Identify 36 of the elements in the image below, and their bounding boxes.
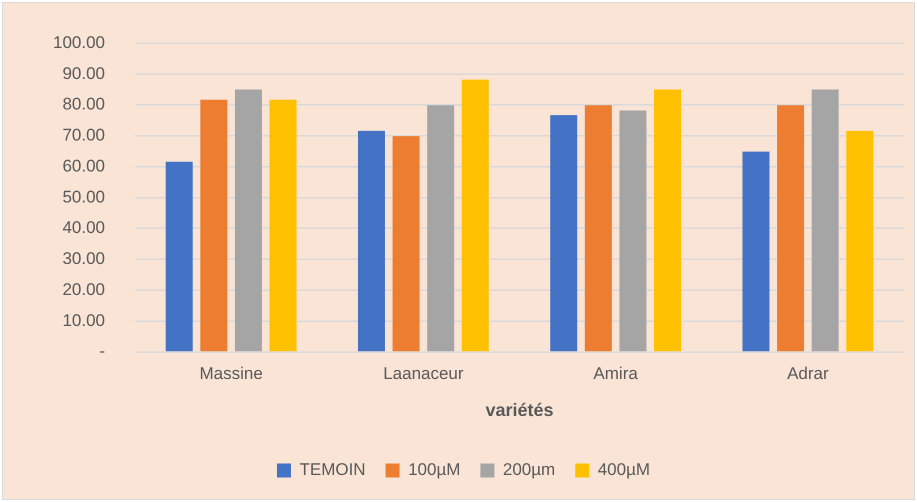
bar <box>200 100 228 352</box>
bar <box>654 90 682 352</box>
y-tick-label: 90.00 <box>62 64 105 83</box>
y-tick-label: 20.00 <box>62 280 105 299</box>
x-axis-title: variétés <box>485 400 554 420</box>
bar <box>812 90 839 352</box>
y-tick-label: 30.00 <box>62 249 105 268</box>
legend-label: TEMOIN <box>299 460 366 480</box>
bar <box>270 100 297 352</box>
bar <box>427 105 454 352</box>
bar <box>846 130 874 352</box>
x-tick-label: Amira <box>593 364 638 383</box>
bar <box>742 152 770 352</box>
bar <box>392 136 420 352</box>
y-tick-label: 50.00 <box>62 187 105 206</box>
y-tick-label: 80.00 <box>62 94 105 114</box>
y-tick-label: 10.00 <box>62 310 105 330</box>
bar <box>584 105 612 352</box>
y-tick-label: 70.00 <box>62 126 105 145</box>
bar <box>358 130 385 352</box>
x-tick-label: Massine <box>199 364 263 383</box>
y-tick-label: 60.00 <box>62 156 105 176</box>
legend-label: 400µM <box>598 460 650 480</box>
y-tick-label: 40.00 <box>62 218 105 238</box>
bar <box>462 80 489 352</box>
y-tick-label: 100.00 <box>52 32 105 52</box>
bar <box>234 90 262 352</box>
bar <box>550 115 578 352</box>
x-tick-label: Adrar <box>787 364 829 383</box>
legend-label: 100µM <box>408 460 460 480</box>
legend-label: 200µm <box>502 460 556 480</box>
bar <box>619 110 646 352</box>
bar <box>777 105 804 352</box>
bar <box>166 162 193 352</box>
y-tick-label: - <box>99 342 105 361</box>
x-tick-label: Laanaceur <box>383 364 464 383</box>
